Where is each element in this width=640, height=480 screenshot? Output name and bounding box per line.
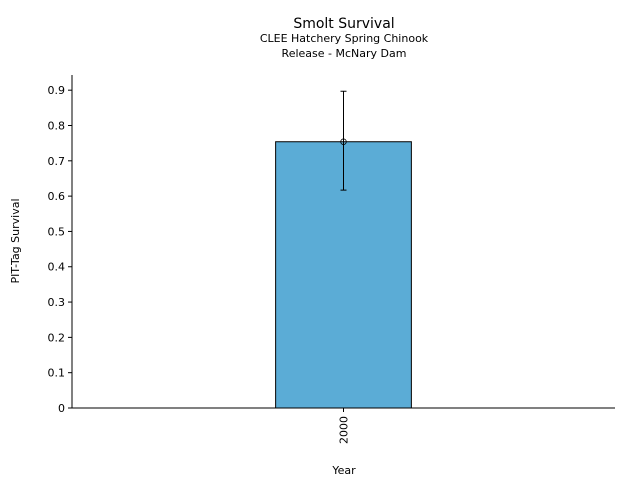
y-tick-label: 0.3 [48, 296, 66, 309]
y-tick-label: 0.2 [48, 331, 66, 344]
y-tick-label: 0.1 [48, 367, 66, 380]
x-tick-label: 2000 [338, 416, 351, 444]
chart-subtitle-1: CLEE Hatchery Spring Chinook [260, 32, 429, 45]
y-tick-label: 0.5 [48, 225, 66, 238]
x-axis-label: Year [331, 464, 356, 477]
y-tick-label: 0.7 [48, 155, 66, 168]
y-tick-label: 0 [58, 402, 65, 415]
y-tick-label: 0.9 [48, 84, 66, 97]
chart-subtitle-2: Release - McNary Dam [282, 47, 407, 60]
y-axis-label: PIT-Tag Survival [9, 198, 22, 283]
y-tick-label: 0.4 [48, 261, 66, 274]
chart-title: Smolt Survival [293, 16, 394, 32]
y-tick-label: 0.8 [48, 119, 66, 132]
y-tick-label: 0.6 [48, 190, 66, 203]
point-marker [340, 138, 347, 145]
